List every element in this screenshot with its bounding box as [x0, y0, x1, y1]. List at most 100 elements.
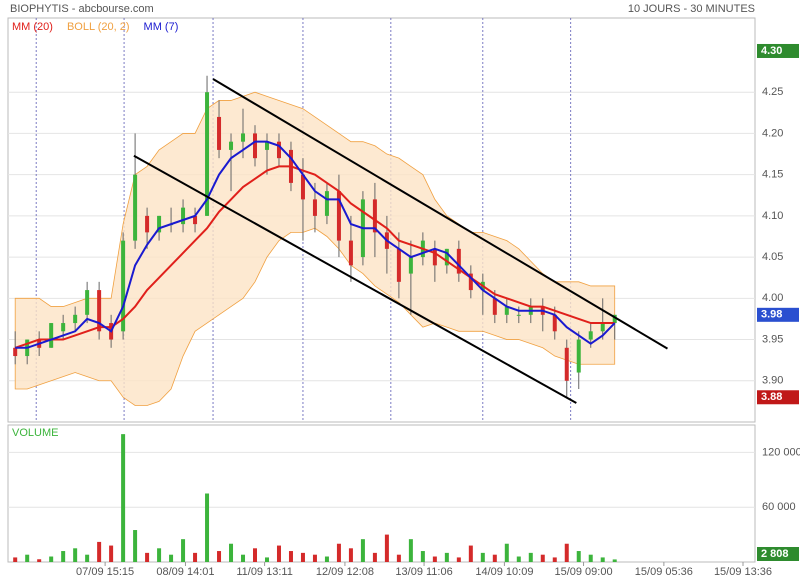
candle-body [300, 174, 305, 200]
candle-body [504, 306, 509, 315]
volume-bar [528, 552, 533, 562]
candle-body [336, 191, 341, 241]
volume-bar [420, 551, 425, 562]
y-tick-label: 120 000 [762, 446, 800, 458]
volume-bar [73, 548, 78, 562]
volume-bar [612, 559, 617, 562]
price-tag-label: 3.88 [761, 391, 782, 403]
candle-body [432, 248, 437, 266]
volume-bar [552, 557, 557, 562]
volume-bar [396, 554, 401, 562]
volume-bar [576, 551, 581, 562]
candle-body [145, 215, 150, 233]
candle-body [444, 248, 449, 266]
volume-bar [492, 554, 497, 562]
trend-line [133, 154, 577, 404]
volume-bar [384, 534, 389, 562]
volume-bar [25, 554, 30, 562]
volume-bar [133, 530, 138, 562]
candle-body [181, 207, 186, 225]
candle-body [97, 290, 102, 332]
candle-body [468, 273, 473, 291]
volume-bar [444, 552, 449, 562]
volume-bar [169, 554, 174, 562]
volume-tag [757, 547, 799, 561]
candle-body [456, 248, 461, 274]
candle-body [276, 141, 281, 159]
candle-body [348, 240, 353, 266]
volume-bar [456, 557, 461, 562]
volume-bar [264, 557, 269, 562]
moving-average [15, 140, 616, 349]
trend-line [212, 78, 668, 350]
candle-body [13, 347, 18, 357]
volume-bar [241, 554, 246, 562]
y-tick-label: 4.20 [762, 127, 783, 139]
y-tick-label: 4.10 [762, 210, 783, 222]
volume-bar [145, 552, 150, 562]
volume-bar [312, 554, 317, 562]
x-tick-label: 07/09 15:15 [76, 566, 134, 578]
volume-tag-label: 2 808 [761, 548, 789, 560]
candle-body [372, 199, 377, 233]
volume-bar [13, 557, 18, 562]
y-tick-label: 4.25 [762, 86, 783, 98]
volume-bar [300, 552, 305, 562]
candle-body [133, 174, 138, 241]
volume-bar [468, 545, 473, 562]
price-tag [757, 390, 799, 405]
volume-bar [600, 557, 605, 562]
volume-bar [217, 551, 222, 562]
volume-bar [516, 556, 521, 562]
candle-body [588, 331, 593, 340]
volume-bar [336, 543, 341, 562]
volume-bar [181, 539, 186, 562]
price-frame [7, 17, 756, 423]
volume-bar [504, 543, 509, 562]
candle-body [121, 240, 126, 332]
volume-bar [540, 554, 545, 562]
candle-body [576, 339, 581, 373]
candle-body [253, 133, 258, 159]
y-tick-label: 4.05 [762, 251, 783, 263]
candle-body [73, 314, 78, 324]
candle-body [612, 314, 617, 324]
volume-bar [97, 541, 102, 562]
price-tag-label: 3.98 [761, 309, 782, 321]
price-tag [757, 43, 799, 58]
x-tick-label: 14/09 10:09 [475, 566, 533, 578]
x-tick-label: 15/09 05:36 [635, 566, 693, 578]
candle-body [49, 323, 54, 348]
volume-bar [432, 556, 437, 562]
y-tick-label: 3.90 [762, 375, 783, 387]
candle-body [408, 257, 413, 274]
y-tick-label: 4.00 [762, 292, 783, 304]
candle-body [157, 215, 162, 233]
candle-body [516, 314, 521, 316]
volume-bar [61, 551, 66, 562]
candle-body [205, 92, 210, 216]
chart-subtitle: 10 JOURS - 30 MINUTES [628, 3, 755, 15]
candle-body [312, 199, 317, 216]
candle-body [217, 116, 222, 150]
legend-entry: BOLL (20, 2) [67, 21, 130, 33]
volume-bar [288, 551, 293, 562]
candle-body [600, 323, 605, 332]
volume-bar [564, 543, 569, 562]
volume-bar [408, 539, 413, 562]
x-tick-label: 12/09 12:08 [316, 566, 374, 578]
y-tick-label: 3.95 [762, 333, 783, 345]
x-tick-label: 11/09 13:11 [236, 566, 292, 578]
volume-frame [7, 424, 756, 563]
volume-title: VOLUME [12, 427, 58, 439]
candle-body [61, 323, 66, 332]
volume-bar [588, 554, 593, 562]
candle-body [264, 141, 269, 150]
candle-body [324, 191, 329, 216]
volume-bar [324, 556, 329, 562]
volume-bar [348, 548, 353, 562]
candle-body [241, 133, 246, 142]
legend-entry: MM (20) [12, 21, 53, 33]
candle-body [85, 290, 90, 315]
